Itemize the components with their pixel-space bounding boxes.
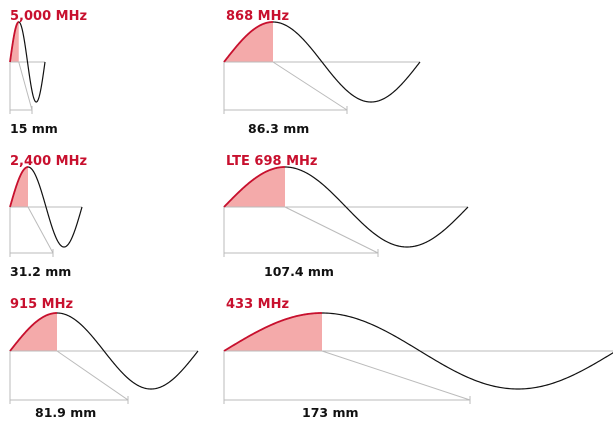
panel-433mhz [223,312,613,404]
length-label: 173 mm [302,405,359,420]
frequency-label: 2,400 MHz [10,154,87,169]
projection-line [321,350,471,401]
frequency-label: 868 MHz [226,9,289,24]
quarter-wave-curve [223,312,323,352]
panel-2400mhz [9,166,83,257]
frequency-label: LTE 698 MHz [226,154,317,169]
projection-line [56,350,129,401]
quarter-wave-fill [224,167,285,207]
panel-915mhz [9,312,199,404]
length-label: 86.3 mm [248,121,309,136]
quarter-wave-curve [223,166,286,208]
quarter-wave-fill [10,167,28,207]
projection-line [284,206,379,254]
quarter-wave-curve [9,166,29,208]
quarter-wave-curve [223,21,274,63]
frequency-label: 433 MHz [226,297,289,312]
panel-868mhz [223,21,421,114]
panel-lte-698mhz [223,166,469,257]
quarter-wave-fill [224,22,273,62]
quarter-wave-curve [9,312,58,352]
length-label: 15 mm [10,121,58,136]
frequency-label: 915 MHz [10,297,73,312]
length-label: 107.4 mm [264,264,334,279]
quarter-wave-curve [9,21,19,63]
frequency-label: 5,000 MHz [10,9,87,24]
projection-line [18,61,33,111]
length-label: 31.2 mm [10,264,71,279]
quarter-wave-fill [224,313,322,351]
panel-5000mhz [9,21,46,114]
projection-line [272,61,348,111]
quarter-wave-fill [10,313,57,351]
length-label: 81.9 mm [35,405,96,420]
projection-line [27,206,54,254]
